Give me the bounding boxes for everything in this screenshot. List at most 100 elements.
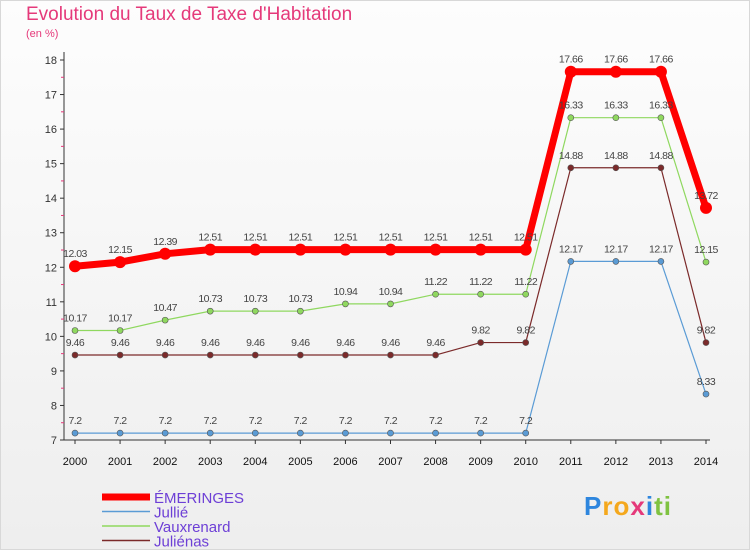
data-label: 9.82 (697, 325, 716, 337)
data-label: 12.51 (334, 232, 358, 244)
logo-letter: i (645, 491, 655, 521)
data-point (161, 316, 169, 324)
data-point (432, 351, 439, 359)
logo-letter: r (602, 491, 614, 521)
data-label: 9.82 (516, 325, 535, 337)
data-point (387, 351, 394, 359)
data-point (432, 290, 439, 298)
data-label: 16.33 (559, 100, 583, 112)
data-label: 10.94 (334, 286, 358, 298)
data-label: 9.46 (156, 337, 175, 349)
chart-title: Evolution du Taux de Taxe d'Habitation (26, 4, 353, 25)
data-point (159, 247, 172, 260)
data-label: 7.2 (339, 415, 353, 427)
data-point (71, 327, 79, 334)
data-point (297, 351, 304, 359)
data-label: 17.66 (604, 54, 628, 66)
data-point (432, 429, 439, 437)
data-label: 12.51 (288, 232, 312, 244)
data-point (206, 429, 214, 437)
data-label: 16.33 (649, 100, 673, 112)
data-point (387, 429, 394, 437)
y-tick-label: 18 (45, 55, 57, 67)
logo-letter: t (654, 491, 664, 521)
x-tick-label: 2010 (513, 456, 537, 468)
data-point (116, 327, 124, 334)
legend-label: Vauxrenard (154, 519, 230, 536)
data-point (564, 65, 577, 78)
data-label: 17.66 (649, 54, 673, 66)
data-point (161, 351, 169, 359)
data-label: 8.33 (697, 376, 716, 388)
data-point (519, 243, 532, 256)
data-label: 10.17 (63, 312, 87, 324)
y-tick-label: 7 (51, 435, 57, 447)
data-point (342, 429, 349, 437)
data-point (251, 429, 259, 437)
data-point (294, 243, 307, 256)
logo-letter: o (613, 491, 631, 521)
data-label: 16.33 (604, 100, 628, 112)
y-tick-label: 13 (45, 228, 57, 240)
data-point (700, 201, 712, 214)
data-label: 9.46 (291, 337, 310, 349)
data-label: 7.2 (159, 415, 173, 427)
data-point (116, 351, 124, 359)
data-point (657, 164, 665, 172)
data-label: 9.46 (336, 337, 355, 349)
data-label: 12.03 (63, 248, 87, 260)
data-point (342, 300, 349, 308)
data-label: 12.51 (243, 232, 267, 244)
y-tick-label: 12 (45, 262, 57, 274)
data-point (567, 164, 575, 172)
data-label: 7.2 (429, 415, 443, 427)
data-label: 7.2 (249, 415, 263, 427)
data-label: 12.51 (379, 232, 403, 244)
x-tick-label: 2003 (198, 456, 222, 468)
data-point (297, 307, 304, 315)
logo-letter: i (663, 491, 672, 521)
data-point (297, 429, 304, 437)
x-tick-label: 2013 (649, 456, 673, 468)
data-label: 7.2 (474, 415, 488, 427)
data-label: 14.88 (559, 150, 583, 162)
x-tick-label: 2000 (63, 456, 87, 468)
data-point (567, 258, 575, 265)
data-point (477, 290, 484, 298)
data-label: 12.17 (559, 243, 583, 255)
data-label: 11.22 (424, 276, 448, 288)
y-tick-label: 15 (45, 159, 57, 171)
data-label: 7.2 (204, 415, 218, 427)
y-tick-label: 8 (51, 400, 57, 412)
data-label: 10.17 (108, 312, 132, 324)
data-label: 12.51 (198, 232, 222, 244)
data-point (567, 114, 575, 121)
data-point (612, 258, 620, 265)
proxiti-logo: Proxiti (584, 491, 672, 522)
data-label: 9.46 (381, 337, 400, 349)
x-tick-label: 2012 (604, 456, 628, 468)
x-tick-label: 2008 (423, 456, 447, 468)
legend-label: ÉMERINGES (154, 490, 244, 507)
x-tick-label: 2004 (243, 456, 267, 468)
logo-letter: x (630, 491, 646, 521)
x-tick-label: 2007 (378, 456, 402, 468)
data-label: 7.2 (384, 415, 398, 427)
data-point (702, 390, 710, 398)
data-point (609, 65, 622, 78)
data-label: 12.51 (424, 232, 448, 244)
x-tick-label: 2005 (288, 456, 312, 468)
logo-letter: P (584, 491, 603, 521)
data-point (71, 429, 79, 437)
x-tick-label: 2002 (153, 456, 177, 468)
data-label: 11.22 (469, 276, 493, 288)
legend-label: Jullié (154, 505, 188, 522)
data-point (429, 243, 442, 256)
data-label: 10.73 (288, 293, 312, 305)
data-label: 11.22 (514, 276, 538, 288)
data-point (206, 351, 214, 359)
data-label: 9.46 (111, 337, 130, 349)
data-point (161, 429, 169, 437)
data-label: 9.46 (66, 337, 85, 349)
